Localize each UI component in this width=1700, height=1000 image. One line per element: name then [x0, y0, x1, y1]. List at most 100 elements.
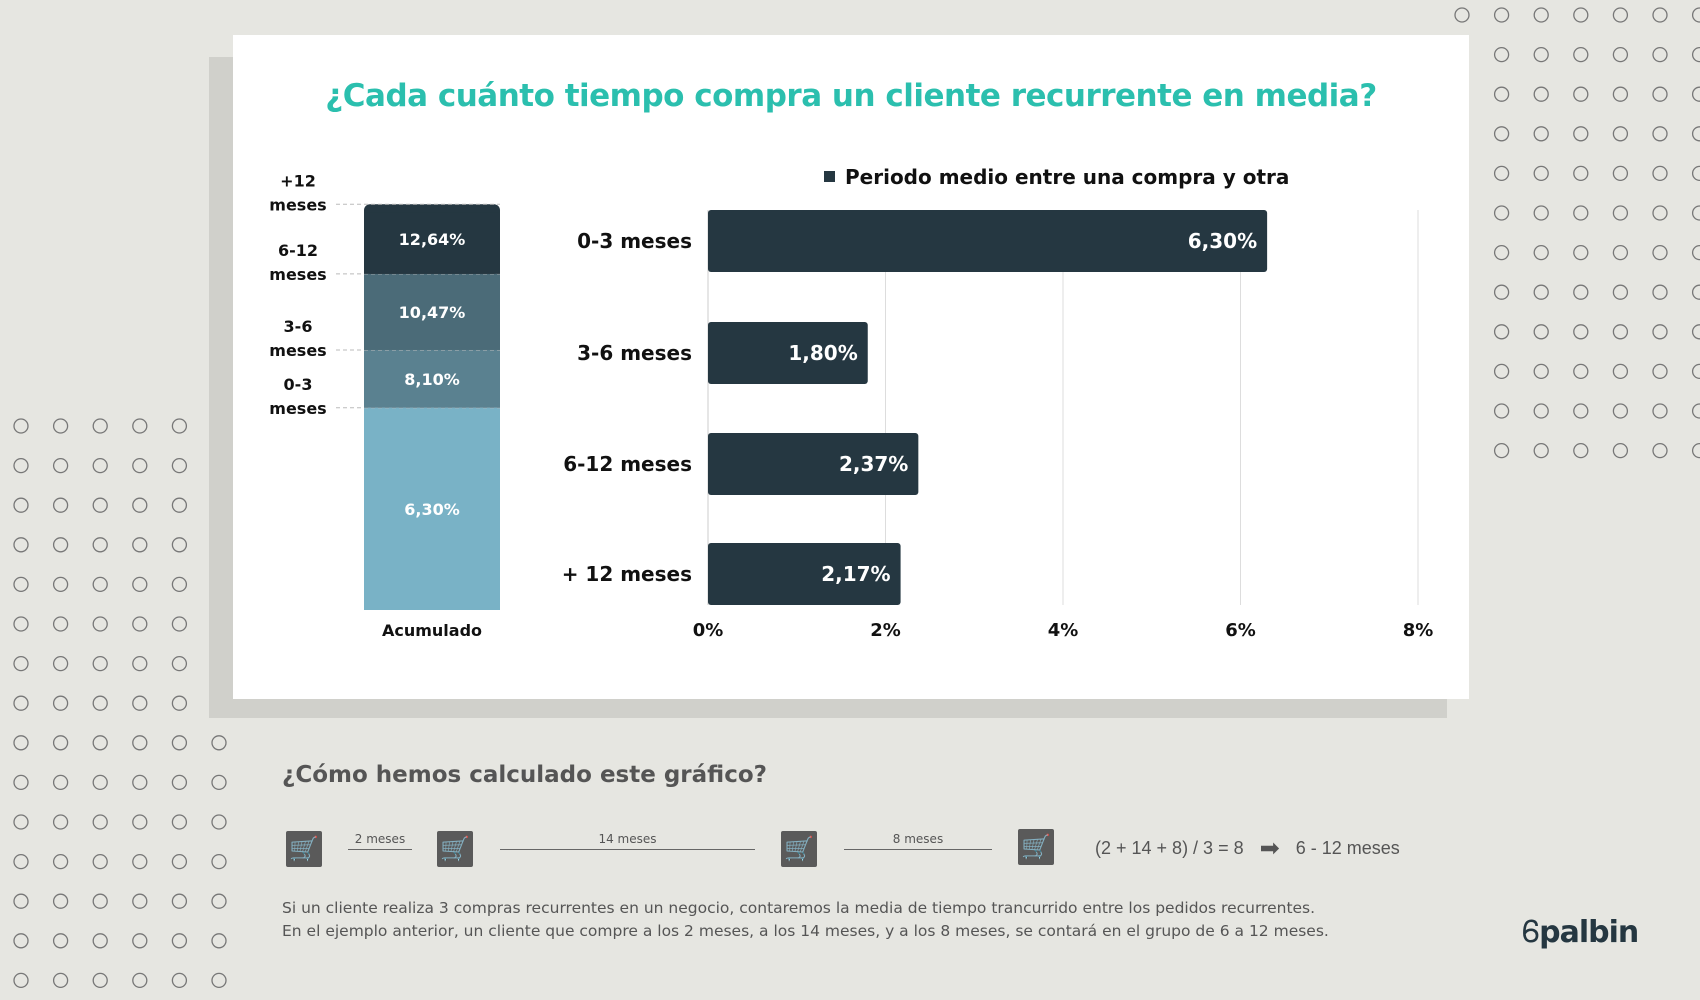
dot	[132, 655, 148, 672]
dot	[1652, 284, 1668, 300]
dot	[1573, 126, 1589, 142]
dot	[92, 576, 108, 593]
dot	[1533, 86, 1549, 102]
stack-segment	[364, 407, 500, 610]
dot	[171, 537, 188, 553]
dot	[171, 814, 188, 830]
dot	[211, 774, 227, 791]
bar	[708, 322, 868, 384]
dot	[1652, 126, 1668, 142]
dot	[52, 695, 69, 711]
dot	[92, 537, 108, 553]
dot	[1493, 244, 1510, 261]
cart-icon: 🛒	[781, 831, 817, 867]
dot	[92, 497, 108, 513]
category-label: 0-3 meses	[577, 229, 692, 253]
dot	[1612, 244, 1629, 261]
dot	[1573, 442, 1589, 459]
dot	[52, 418, 69, 434]
category-label: 3-6 meses	[577, 341, 692, 365]
dot	[1573, 165, 1589, 182]
dot	[1652, 205, 1668, 221]
dot	[1454, 7, 1470, 23]
legend-swatch	[824, 171, 835, 182]
dot	[1573, 205, 1589, 221]
dot	[171, 655, 188, 672]
stack-xlabel: Acumulado	[382, 621, 482, 640]
dot	[92, 616, 108, 632]
step-label: 8 meses	[892, 832, 944, 846]
dot	[13, 497, 29, 513]
side-label: meses	[269, 399, 326, 418]
dot	[92, 774, 108, 791]
dot	[1612, 7, 1629, 23]
dot	[1533, 363, 1549, 380]
dot	[52, 774, 69, 791]
dot	[132, 735, 148, 751]
dot	[92, 695, 108, 711]
x-tick-label: 6%	[1225, 620, 1256, 641]
category-label: + 12 meses	[562, 562, 692, 586]
dot	[1533, 284, 1549, 300]
arrow-icon	[348, 849, 412, 850]
dot	[132, 497, 148, 513]
dot	[52, 933, 69, 949]
formula: (2 + 14 + 8) / 3 = 8	[1095, 838, 1244, 858]
dot	[52, 972, 69, 989]
dot	[1533, 165, 1549, 182]
dot	[1533, 324, 1549, 340]
cart-icon: 🛒	[437, 831, 473, 867]
dot	[211, 814, 227, 830]
side-label: 3-6	[284, 317, 313, 336]
dot	[1652, 165, 1668, 182]
dot	[92, 418, 108, 434]
bar-data-label: 1,80%	[788, 341, 857, 365]
dot	[1493, 86, 1510, 102]
dot	[92, 814, 108, 830]
dot	[132, 893, 148, 909]
x-tick-label: 0%	[693, 620, 724, 641]
stack-segment	[364, 273, 500, 350]
dot	[13, 972, 29, 989]
dot	[1652, 86, 1668, 102]
bar-data-label: 6,30%	[1188, 229, 1257, 253]
dot	[1573, 363, 1589, 380]
x-tick-label: 4%	[1048, 620, 1079, 641]
dot	[132, 774, 148, 791]
dot	[92, 853, 108, 870]
dot	[211, 972, 227, 989]
dot	[132, 853, 148, 870]
dot	[132, 537, 148, 553]
step-label: 2 meses	[354, 832, 406, 846]
dot	[1652, 363, 1668, 380]
dot	[132, 616, 148, 632]
formula-row: (2 + 14 + 8) / 3 = 8 ➡ 6 - 12 meses	[1095, 834, 1400, 863]
dot	[1533, 403, 1549, 419]
side-label: 0-3	[284, 375, 313, 394]
side-label: meses	[269, 265, 326, 284]
dot	[1493, 363, 1510, 380]
cart-icon: 🛒	[286, 831, 322, 867]
dot	[1533, 442, 1549, 459]
dot	[13, 814, 29, 830]
chart-title: ¿Cada cuánto tiempo compra un cliente re…	[325, 78, 1377, 114]
side-label: 6-12	[278, 241, 318, 260]
side-label: meses	[269, 195, 326, 214]
palbin-logo: Ꮾpalbin	[1522, 915, 1639, 950]
dot	[13, 893, 29, 909]
dot	[1612, 363, 1629, 380]
cart-icon: 🛒	[1018, 829, 1054, 865]
dot	[132, 695, 148, 711]
dot	[1493, 324, 1510, 340]
explanation-heading: ¿Cómo hemos calculado este gráfico?	[282, 762, 767, 788]
dot	[171, 497, 188, 513]
dot	[13, 933, 29, 949]
dot	[13, 537, 29, 553]
dot	[1612, 165, 1629, 182]
dot	[171, 616, 188, 632]
dot	[132, 933, 148, 949]
dot	[211, 853, 227, 870]
dot	[52, 616, 69, 632]
dot	[171, 933, 188, 949]
dot	[1573, 86, 1589, 102]
